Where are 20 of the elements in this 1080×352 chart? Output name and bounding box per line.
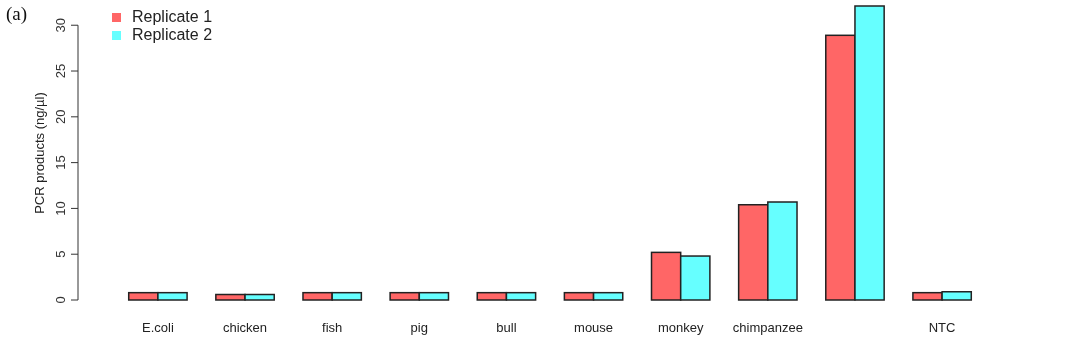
y-axis-title: PCR products (ng/µl)	[32, 92, 47, 214]
legend-label: Replicate 2	[132, 26, 213, 43]
y-tick-label: 25	[53, 63, 68, 79]
y-tick-label: 20	[53, 109, 68, 125]
x-tick-label: chimpanzee	[732, 320, 803, 335]
y-tick-label: 30	[53, 18, 68, 33]
x-tick-label: E.coli	[142, 320, 174, 335]
x-tick-label: pig	[410, 320, 428, 335]
text: (a)	[6, 3, 28, 25]
x-tick-label: bull	[496, 320, 517, 335]
y-tick-label: 15	[53, 155, 68, 170]
legend-label: Replicate 1	[132, 8, 213, 25]
x-tick-label: NTC	[928, 320, 956, 335]
x-tick-label: chicken	[223, 320, 268, 335]
y-tick-label: 0	[53, 296, 68, 304]
x-tick-label: monkey	[657, 320, 704, 335]
x-tick-label: mouse	[574, 320, 614, 335]
x-tick-label: fish	[322, 320, 343, 335]
y-tick-label: 10	[53, 201, 68, 216]
y-tick-label: 5	[53, 250, 68, 258]
